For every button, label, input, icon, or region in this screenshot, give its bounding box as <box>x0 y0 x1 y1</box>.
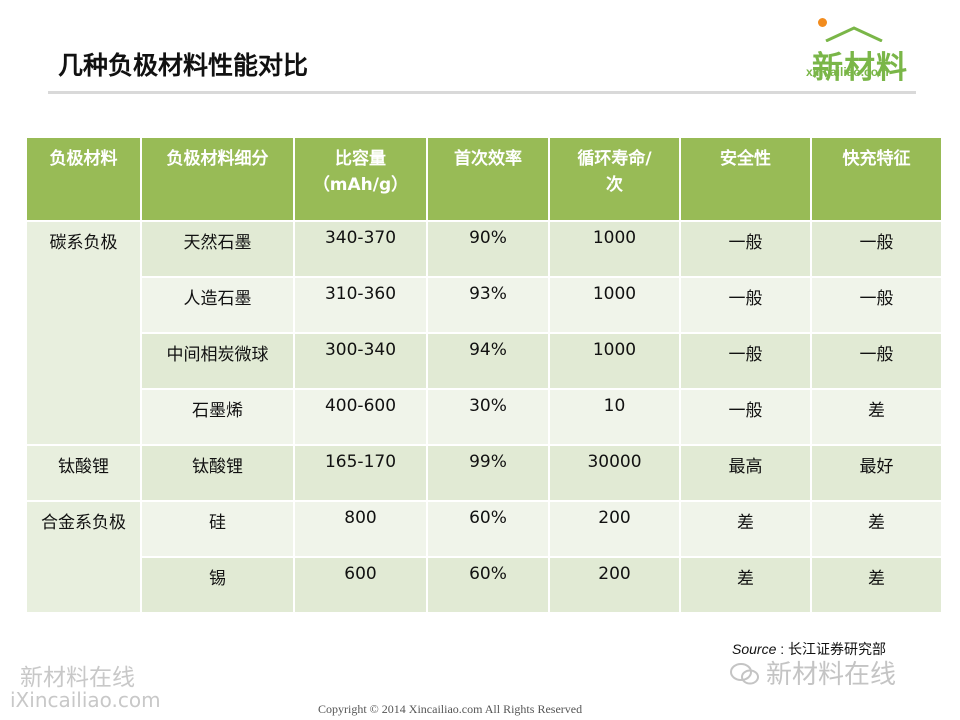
brand-logo: 新材料 xincailiao.com <box>806 18 922 86</box>
table-cell: 165-170 <box>293 444 428 502</box>
table-cell: 1000 <box>548 332 681 390</box>
group-cell: 合金系负极 <box>25 500 142 614</box>
table-cell: 一般 <box>810 276 943 334</box>
source-note: Source : 长江证券研究部 <box>732 639 886 659</box>
column-header: 负极材料 <box>25 136 142 222</box>
table-cell: 差 <box>679 500 812 558</box>
table-cell: 差 <box>679 556 812 614</box>
table-cell: 一般 <box>810 220 943 278</box>
table-cell: 60% <box>426 500 550 558</box>
table-cell: 340-370 <box>293 220 428 278</box>
table-cell: 1000 <box>548 276 681 334</box>
table-cell: 310-360 <box>293 276 428 334</box>
table-cell: 90% <box>426 220 550 278</box>
table-cell: 一般 <box>679 388 812 446</box>
source-text: 长江证券研究部 <box>788 641 887 657</box>
table-cell: 锡 <box>140 556 295 614</box>
table-cell: 200 <box>548 500 681 558</box>
source-label: Source <box>732 641 777 657</box>
wechat-icon <box>730 663 759 685</box>
table-cell: 差 <box>810 388 943 446</box>
title-divider <box>48 91 916 94</box>
group-cell: 碳系负极 <box>25 220 142 446</box>
table-row: 钛酸锂 钛酸锂 165-170 99% 30000 最高 最好 <box>25 444 943 502</box>
watermark-right-text: 新材料在线 <box>766 660 897 690</box>
column-header: 循环寿命/ 次 <box>548 136 681 222</box>
column-header: 安全性 <box>679 136 812 222</box>
table-cell: 硅 <box>140 500 295 558</box>
table-cell: 400-600 <box>293 388 428 446</box>
table-row: 碳系负极 天然石墨 340-370 90% 1000 一般 一般 <box>25 220 943 446</box>
performance-table: 负极材料 负极材料细分 比容量 （mAh/g） 首次效率 循环寿命/ 次安全性 快充特征 … <box>25 136 943 614</box>
watermark-left-url: iXincailiao.com <box>10 688 161 712</box>
table-cell: 300-340 <box>293 332 428 390</box>
table-cell: 石墨烯 <box>140 388 295 446</box>
logo-dot-icon <box>818 18 827 27</box>
table-cell: 94% <box>426 332 550 390</box>
table-cell: 93% <box>426 276 550 334</box>
column-header: 比容量 （mAh/g） <box>293 136 428 222</box>
table-cell: 钛酸锂 <box>140 444 295 502</box>
table-cell: 30000 <box>548 444 681 502</box>
table-cell: 一般 <box>679 276 812 334</box>
table-cell: 天然石墨 <box>140 220 295 278</box>
table-cell: 一般 <box>679 220 812 278</box>
logo-mark: 新材料 <box>812 50 908 86</box>
table-cell: 最好 <box>810 444 943 502</box>
logo-url: xincailiao.com <box>806 65 889 79</box>
table-cell: 差 <box>810 556 943 614</box>
table-cell: 800 <box>293 500 428 558</box>
column-header: 负极材料细分 <box>140 136 295 222</box>
table-row: 锡 600 60% 200 差差 <box>26 556 943 614</box>
group-cell: 钛酸锂 <box>25 444 142 502</box>
table-cell: 一般 <box>810 332 943 390</box>
table-row: 石墨烯 400-600 30% 10 一般差 <box>26 388 943 446</box>
copyright: Copyright © 2014 Xincailiao.com All Righ… <box>318 702 583 716</box>
logo-roof-icon <box>825 26 883 42</box>
table-cell: 差 <box>810 500 943 558</box>
table-cell: 30% <box>426 388 550 446</box>
table-header-row: 负极材料 负极材料细分 比容量 （mAh/g） 首次效率 循环寿命/ 次安全性 快充特征 <box>25 136 943 222</box>
table-cell: 1000 <box>548 220 681 278</box>
table-cell: 600 <box>293 556 428 614</box>
table-cell: 99% <box>426 444 550 502</box>
table-cell: 最高 <box>679 444 812 502</box>
table-row: 合金系负极硅 800 60% 200 差差 <box>25 500 943 614</box>
column-header: 快充特征 <box>810 136 943 222</box>
source-separator: : <box>776 641 789 657</box>
column-header: 首次效率 <box>426 136 550 222</box>
slide-title: 几种负极材料性能对比 <box>58 51 309 80</box>
table-cell: 人造石墨 <box>140 276 295 334</box>
table-cell: 60% <box>426 556 550 614</box>
table-body: 碳系负极 天然石墨 340-370 90% 1000 一般 一般 人造石墨 310-360 93%… <box>25 220 943 614</box>
table-row: 中间相炭微球 300-340 94% 1000 一般 一般 <box>26 332 943 390</box>
table-cell: 中间相炭微球 <box>140 332 295 390</box>
table-row: 人造石墨 310-360 93% 1000 一般 一般 <box>26 276 943 334</box>
table-cell: 10 <box>548 388 681 446</box>
table-cell: 一般 <box>679 332 812 390</box>
table-cell: 200 <box>548 556 681 614</box>
watermark-left: 新材料在线 <box>20 665 135 691</box>
watermark-right: 新材料在线 <box>730 654 896 691</box>
